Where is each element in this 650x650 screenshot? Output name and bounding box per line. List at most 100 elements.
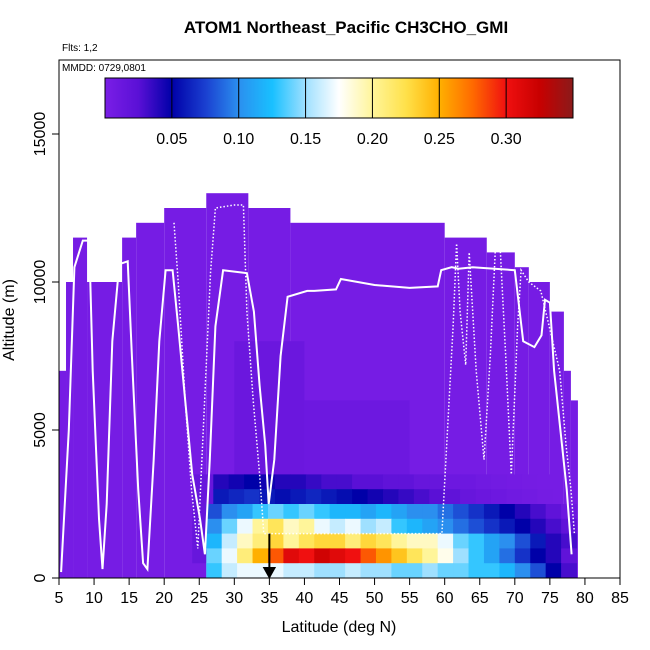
curtain-cell	[545, 504, 562, 520]
latitude-marker-arrow	[262, 533, 277, 580]
curtain-cell	[514, 533, 531, 549]
curtain-cell	[437, 548, 454, 564]
curtain-cell	[545, 563, 562, 579]
curtain-cell	[530, 533, 547, 549]
curtain-cell	[391, 518, 408, 535]
curtain-cell	[514, 518, 531, 535]
curtain-cell	[360, 563, 377, 579]
curtain-cell	[499, 504, 516, 520]
y-tick-label: 10000	[32, 260, 49, 305]
curtain-cell	[237, 563, 254, 579]
curtain-cell	[206, 548, 223, 564]
curtain-cell	[290, 489, 307, 505]
curtain-cell	[437, 533, 454, 549]
colorbar: 0.05 0.10 0.15 0.20 0.25 0.30	[104, 77, 574, 148]
curtain-cell	[468, 533, 485, 549]
curtain-cell	[375, 533, 392, 549]
curtain-cell	[382, 489, 399, 505]
flight-track-line	[60, 239, 573, 573]
curtain-cell	[514, 504, 531, 520]
curtain-cell	[537, 474, 554, 490]
curtain-cell	[329, 518, 346, 535]
curtain-cell	[561, 548, 578, 564]
curtain-cell	[221, 518, 238, 535]
curtain-cell	[329, 533, 346, 549]
curtain-cell	[545, 548, 562, 564]
x-tick-label: 60	[436, 590, 454, 607]
colorbar-tick-label: 0.25	[424, 131, 455, 148]
curtain-cell	[244, 474, 261, 490]
curtain-cell	[413, 474, 430, 490]
curtain-cell	[360, 518, 377, 535]
x-tick-label: 10	[85, 590, 103, 607]
chart-title: ATOM1 Northeast_Pacific CH3CHO_GMI	[184, 18, 508, 37]
curtain-cell	[537, 489, 554, 505]
curtain-cell	[468, 563, 485, 579]
curtain-cell	[206, 504, 223, 520]
curtain-cell	[514, 548, 531, 564]
curtain-cell	[228, 489, 245, 505]
curtain-cell	[422, 548, 439, 564]
y-tick-label: 5000	[32, 412, 49, 448]
curtain-cell	[521, 474, 538, 490]
model-cell	[570, 400, 578, 578]
curtain-cell	[530, 563, 547, 579]
curtain-cell	[506, 474, 523, 490]
curtain-cell	[321, 474, 338, 490]
curtain-cell	[444, 474, 461, 490]
x-tick-label: 5	[55, 590, 64, 607]
curtain-cell	[314, 533, 331, 549]
colorbar-tick-label: 0.30	[491, 131, 522, 148]
curtain-cell	[290, 474, 307, 490]
curtain-cell	[213, 489, 230, 505]
curtain-cell	[244, 489, 261, 505]
x-tick-label: 20	[155, 590, 173, 607]
curtain-cell	[375, 563, 392, 579]
curtain-cell	[437, 563, 454, 579]
curtain-cell	[237, 533, 254, 549]
curtain-cell	[267, 518, 284, 535]
curtain-cell	[453, 533, 470, 549]
x-tick-label: 55	[401, 590, 419, 607]
curtain-cell	[453, 563, 470, 579]
curtain-cell	[483, 504, 500, 520]
x-tick-label: 80	[576, 590, 594, 607]
x-tick-label: 85	[611, 590, 629, 607]
curtain-cell	[206, 533, 223, 549]
curtain-cell	[422, 504, 439, 520]
curtain-cell	[298, 548, 315, 564]
curtain-cell	[375, 548, 392, 564]
curtain-cell	[483, 533, 500, 549]
model-cell	[59, 370, 67, 578]
x-tick-label: 40	[296, 590, 314, 607]
curtain-cell	[206, 518, 223, 535]
curtain-cell	[221, 548, 238, 564]
curtain-cell	[252, 533, 269, 549]
curtain-cell	[499, 548, 516, 564]
curtain-cell	[406, 563, 423, 579]
curtain-cell	[305, 489, 322, 505]
observation-curtain	[206, 474, 578, 579]
y-tick-label: 0	[32, 573, 49, 582]
dates-label: MMDD: 0729,0801	[62, 63, 146, 74]
curtain-cell	[545, 533, 562, 549]
curtain-cell	[336, 489, 353, 505]
curtain-cell	[483, 548, 500, 564]
x-tick-label: 65	[471, 590, 489, 607]
curtain-cell	[221, 504, 238, 520]
curtain-cell	[237, 504, 254, 520]
curtain-cell	[345, 563, 362, 579]
curtain-cell	[460, 474, 477, 490]
curtain-cell	[391, 548, 408, 564]
curtain-cell	[283, 563, 300, 579]
curtain-cell	[367, 489, 384, 505]
curtain-cell	[406, 548, 423, 564]
curtain-cell	[314, 563, 331, 579]
curtain-cell	[274, 474, 291, 490]
curtain-cell	[237, 518, 254, 535]
curtain-cell	[545, 518, 562, 535]
curtain-cell	[345, 548, 362, 564]
colorbar-tick-label: 0.20	[357, 131, 388, 148]
curtain-cell	[483, 563, 500, 579]
curtain-cell	[453, 504, 470, 520]
